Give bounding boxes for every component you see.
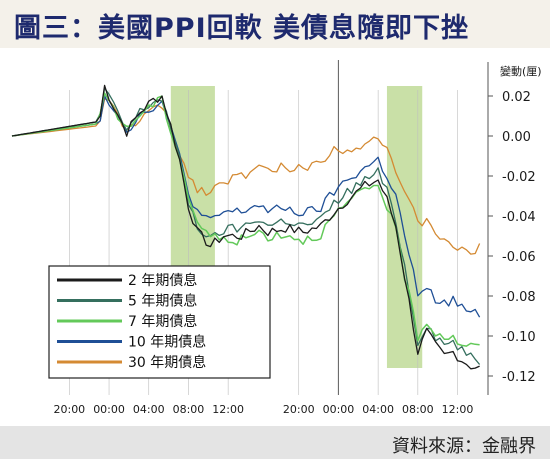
legend-label: 5 年期債息 bbox=[128, 293, 197, 310]
highlight-band-2 bbox=[386, 86, 423, 368]
x-tick-label: 08:00 bbox=[402, 403, 434, 416]
y-tick-label: -0.10 bbox=[502, 330, 536, 345]
chart-title: 圖三：美國PPI回軟 美債息隨即下挫 bbox=[14, 13, 470, 44]
y-tick-label: 0.00 bbox=[502, 130, 531, 145]
y-tick-label: -0.06 bbox=[502, 250, 536, 265]
y-tick-label: -0.04 bbox=[502, 210, 536, 225]
series-line-5 bbox=[11, 98, 481, 255]
legend-label: 2 年期債息 bbox=[128, 272, 197, 289]
x-tick-label: 20:00 bbox=[283, 403, 315, 416]
x-tick-label: 12:00 bbox=[212, 403, 244, 416]
source-note: 資料來源：金融界 bbox=[392, 436, 536, 457]
x-tick-label: 04:00 bbox=[133, 403, 165, 416]
y-tick-label: -0.02 bbox=[502, 170, 536, 185]
x-tick-label: 08:00 bbox=[173, 403, 205, 416]
y-tick-label: -0.12 bbox=[502, 370, 536, 385]
y-tick-label: -0.08 bbox=[502, 290, 536, 305]
x-tick-label: 20:00 bbox=[53, 403, 85, 416]
x-tick-label: 04:00 bbox=[362, 403, 394, 416]
title-bar: 圖三：美國PPI回軟 美債息隨即下挫 bbox=[0, 0, 550, 48]
legend-label: 7 年期債息 bbox=[128, 313, 197, 330]
legend-label: 30 年期債息 bbox=[128, 354, 206, 371]
chart-area: 0.02 0.00 -0.02 -0.04 -0.06 -0.08 -0.10 -0.12 變動… bbox=[11, 60, 542, 416]
series-line-1 bbox=[11, 84, 480, 370]
x-tick-label: 00:00 bbox=[323, 403, 355, 416]
x-tick-label: 12:00 bbox=[442, 403, 474, 416]
y-axis-label: 變動(厘) bbox=[500, 64, 542, 78]
x-tick-label: 00:00 bbox=[93, 403, 125, 416]
y-tick-label: 0.02 bbox=[502, 90, 531, 105]
legend-label: 10 年期債息 bbox=[128, 334, 206, 351]
source-bar: 資料來源：金融界 bbox=[0, 426, 550, 459]
